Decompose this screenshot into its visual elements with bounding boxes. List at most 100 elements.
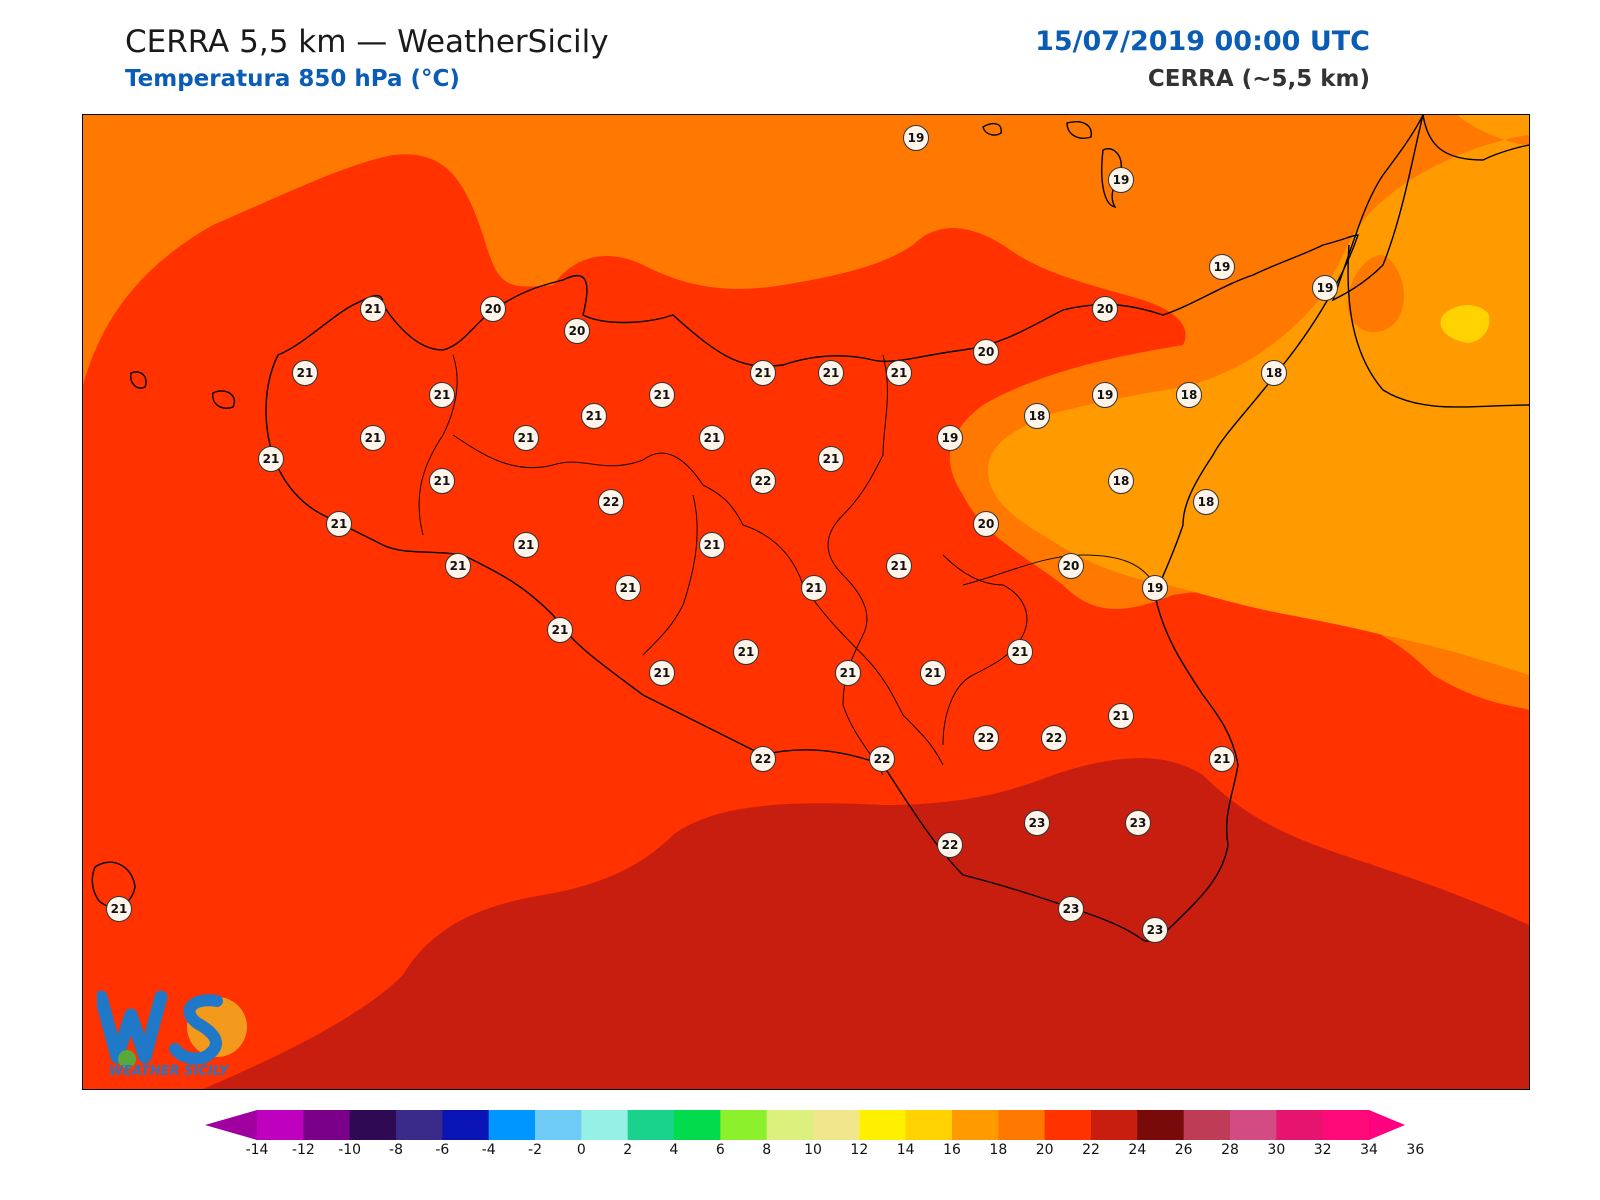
- colorbar-swatch: [1183, 1110, 1231, 1140]
- colorbar-tick-label: 20: [1035, 1142, 1054, 1158]
- station-temperature-label: 19: [1209, 254, 1235, 280]
- station-temperature-label: 21: [360, 425, 386, 451]
- colorbar-swatch: [257, 1110, 304, 1140]
- station-temperature-label: 20: [973, 339, 999, 365]
- station-temperature-label: 21: [258, 446, 284, 472]
- aeolian-island-3: [1101, 148, 1122, 208]
- calabria-coastline: [1331, 115, 1529, 408]
- station-temperature-label: 19: [1092, 382, 1118, 408]
- colorbar-tick-label: -6: [435, 1142, 450, 1158]
- colorbar-tick-label: -2: [528, 1142, 542, 1158]
- station-temperature-label: 21: [699, 425, 725, 451]
- station-temperature-label: 23: [1142, 917, 1168, 943]
- aeolian-island-2: [1066, 121, 1092, 139]
- colorbar-swatch: [442, 1110, 490, 1140]
- colorbar-tick-label: 32: [1313, 1142, 1332, 1158]
- contour-band-16-18-nw: [1347, 255, 1404, 333]
- colorbar-swatch: [1091, 1110, 1138, 1140]
- station-temperature-label: 21: [699, 532, 725, 558]
- station-temperature-label: 21: [886, 553, 912, 579]
- temperature-map[interactable]: 19 19 19 19 21 20 20 20 20 21 21 21 21 21 21 19 18 18 18 21…: [82, 114, 1530, 1090]
- station-temperature-label: 20: [973, 511, 999, 537]
- colorbar-swatch: [349, 1110, 397, 1140]
- colorbar-tick-label: 4: [669, 1142, 679, 1158]
- logo-text: WEATHER SICILY: [109, 1064, 229, 1079]
- colorbar-tick-label: 8: [762, 1142, 772, 1158]
- colorbar-tick-label: 2: [623, 1142, 633, 1158]
- colorbar-tick-label: 18: [989, 1142, 1008, 1158]
- station-temperature-label: 21: [920, 660, 946, 686]
- colorbar-swatch: [581, 1110, 629, 1140]
- map-subtitle: Temperatura 850 hPa (°C): [125, 66, 460, 92]
- station-temperature-label: 21: [801, 575, 827, 601]
- temperature-colorbar: [205, 1110, 1405, 1140]
- map-title: CERRA 5,5 km — WeatherSicily: [125, 24, 609, 60]
- colorbar-tick-label: 12: [850, 1142, 869, 1158]
- colorbar-tick-label: 36: [1406, 1142, 1425, 1158]
- station-temperature-label: 18: [1024, 403, 1050, 429]
- station-temperature-label: 22: [598, 489, 624, 515]
- colorbar-swatch: [905, 1110, 953, 1140]
- station-temperature-label: 21: [835, 660, 861, 686]
- station-temperature-label: 19: [1312, 275, 1338, 301]
- station-temperature-label: 21: [1108, 703, 1134, 729]
- colorbar-tick-label: 34: [1360, 1142, 1378, 1158]
- station-temperature-label: 18: [1261, 360, 1287, 386]
- colorbar-swatch: [813, 1110, 860, 1140]
- station-temperature-label: 21: [1209, 746, 1235, 772]
- station-temperature-label: 20: [1092, 296, 1118, 322]
- station-temperature-label: 21: [615, 575, 641, 601]
- station-temperature-label: 19: [1142, 575, 1168, 601]
- colorbar-swatch: [1230, 1110, 1277, 1140]
- model-label: CERRA (~5,5 km): [1147, 66, 1370, 92]
- station-temperature-label: 23: [1058, 896, 1084, 922]
- colorbar-swatch: [998, 1110, 1046, 1140]
- colorbar-swatch: [859, 1110, 907, 1140]
- colorbar-swatch: [674, 1110, 721, 1140]
- colorbar-tick-label: -4: [481, 1142, 496, 1158]
- station-temperature-label: 20: [1058, 553, 1084, 579]
- station-temperature-label: 22: [973, 725, 999, 751]
- colorbar-swatch: [1044, 1110, 1092, 1140]
- station-temperature-label: 21: [581, 403, 607, 429]
- contour-band-14-16: [1440, 305, 1490, 343]
- colorbar-tick-label: 26: [1174, 1142, 1193, 1158]
- colorbar-tick-label: -10: [338, 1142, 362, 1158]
- station-temperature-label: 21: [326, 511, 352, 537]
- station-temperature-label: 23: [1125, 810, 1151, 836]
- egadi-island-1: [130, 371, 147, 389]
- colorbar-tick-label: -12: [291, 1142, 315, 1158]
- station-temperature-label: 18: [1193, 489, 1219, 515]
- station-temperature-label: 23: [1024, 810, 1050, 836]
- colorbar-swatch: [1322, 1110, 1370, 1140]
- temperature-field: [83, 115, 1529, 1089]
- station-temperature-label: 20: [564, 318, 590, 344]
- colorbar-underflow-arrow: [205, 1110, 257, 1140]
- contour-band-16-18-inner: [1183, 269, 1492, 465]
- station-temperature-label: 21: [886, 360, 912, 386]
- station-temperature-label: 20: [480, 296, 506, 322]
- colorbar-tick-label: -14: [245, 1142, 269, 1158]
- station-temperature-label: 21: [733, 639, 759, 665]
- contour-band-22-24: [203, 758, 1529, 1089]
- station-temperature-label: 21: [292, 360, 318, 386]
- colorbar-tick-label: 30: [1267, 1142, 1286, 1158]
- sicily-coastline: [265, 234, 1359, 942]
- station-temperature-label: 21: [429, 382, 455, 408]
- station-temperature-label: 21: [360, 296, 386, 322]
- colorbar-tick-label: -8: [389, 1142, 403, 1158]
- station-temperature-label: 21: [445, 553, 471, 579]
- station-temperature-label: 18: [1108, 468, 1134, 494]
- colorbar-swatch: [488, 1110, 536, 1140]
- colorbar-swatch: [766, 1110, 814, 1140]
- station-temperature-label: 21: [1007, 639, 1033, 665]
- colorbar-swatch: [303, 1110, 351, 1140]
- colorbar-swatch: [1137, 1110, 1185, 1140]
- colorbar-tick-label: 14: [896, 1142, 915, 1158]
- colorbar-tick-label: 10: [804, 1142, 822, 1158]
- colorbar-tick-label: 0: [576, 1142, 586, 1158]
- colorbar-tick-label: 6: [715, 1142, 725, 1158]
- station-temperature-label: 21: [818, 360, 844, 386]
- egadi-island-2: [212, 390, 236, 409]
- station-temperature-label: 21: [513, 425, 539, 451]
